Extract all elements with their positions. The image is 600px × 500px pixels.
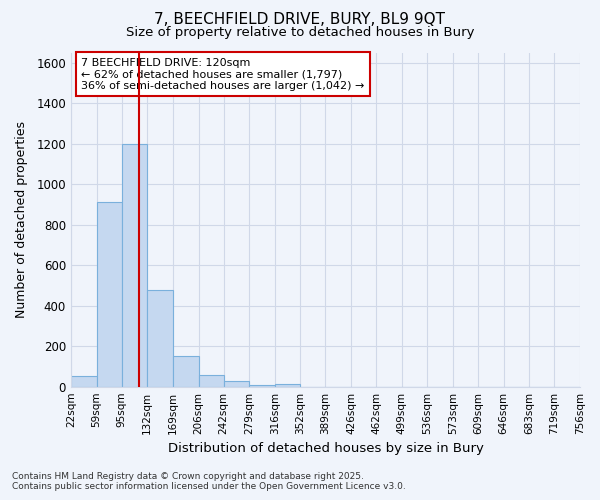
Text: Contains HM Land Registry data © Crown copyright and database right 2025.
Contai: Contains HM Land Registry data © Crown c… xyxy=(12,472,406,491)
Bar xyxy=(275,384,300,386)
Text: 7 BEECHFIELD DRIVE: 120sqm
← 62% of detached houses are smaller (1,797)
36% of s: 7 BEECHFIELD DRIVE: 120sqm ← 62% of deta… xyxy=(81,58,365,90)
Bar xyxy=(249,384,275,386)
Bar xyxy=(122,144,147,386)
Text: Size of property relative to detached houses in Bury: Size of property relative to detached ho… xyxy=(126,26,474,39)
Bar xyxy=(173,356,199,386)
Y-axis label: Number of detached properties: Number of detached properties xyxy=(15,121,28,318)
Bar xyxy=(147,290,173,386)
Bar xyxy=(97,202,122,386)
Bar xyxy=(224,380,249,386)
X-axis label: Distribution of detached houses by size in Bury: Distribution of detached houses by size … xyxy=(167,442,484,455)
Text: 7, BEECHFIELD DRIVE, BURY, BL9 9QT: 7, BEECHFIELD DRIVE, BURY, BL9 9QT xyxy=(155,12,445,28)
Bar xyxy=(71,376,97,386)
Bar xyxy=(199,374,224,386)
